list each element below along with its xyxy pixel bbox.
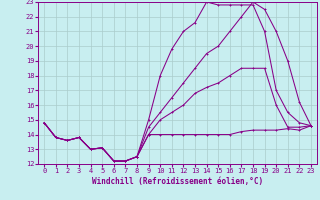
- X-axis label: Windchill (Refroidissement éolien,°C): Windchill (Refroidissement éolien,°C): [92, 177, 263, 186]
